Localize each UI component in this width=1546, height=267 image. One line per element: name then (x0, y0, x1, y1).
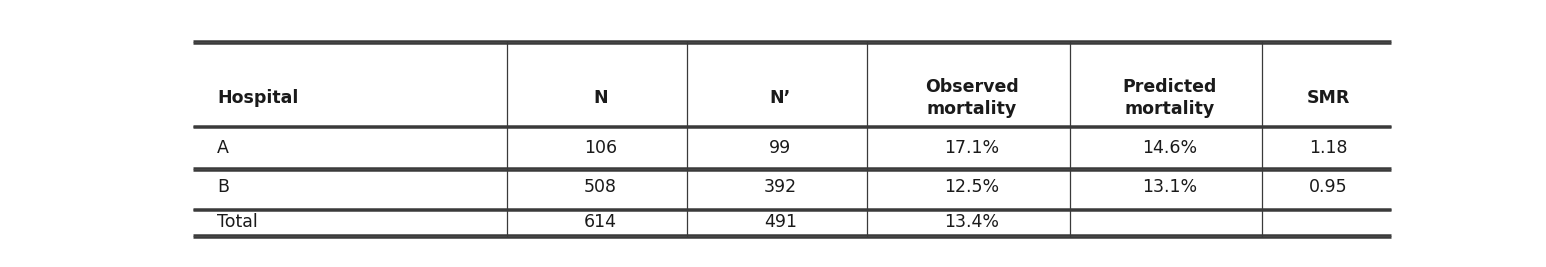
Text: 491: 491 (764, 213, 796, 231)
Text: 17.1%: 17.1% (945, 139, 1000, 157)
Text: 1.18: 1.18 (1309, 139, 1348, 157)
Text: 392: 392 (764, 178, 796, 196)
Text: Observed
mortality: Observed mortality (925, 78, 1019, 118)
Text: Total: Total (216, 213, 258, 231)
Text: 14.6%: 14.6% (1142, 139, 1197, 157)
Text: 0.95: 0.95 (1309, 178, 1348, 196)
Text: 12.5%: 12.5% (945, 178, 1000, 196)
Text: SMR: SMR (1306, 89, 1350, 107)
Text: 106: 106 (584, 139, 617, 157)
Text: Hospital: Hospital (216, 89, 298, 107)
Text: 508: 508 (584, 178, 617, 196)
Text: 614: 614 (584, 213, 617, 231)
Text: 13.1%: 13.1% (1142, 178, 1197, 196)
Text: B: B (216, 178, 229, 196)
Text: Predicted
mortality: Predicted mortality (1122, 78, 1217, 118)
Text: 99: 99 (770, 139, 792, 157)
Text: N: N (594, 89, 608, 107)
Text: A: A (216, 139, 229, 157)
Text: N’: N’ (770, 89, 792, 107)
Text: 13.4%: 13.4% (945, 213, 1000, 231)
